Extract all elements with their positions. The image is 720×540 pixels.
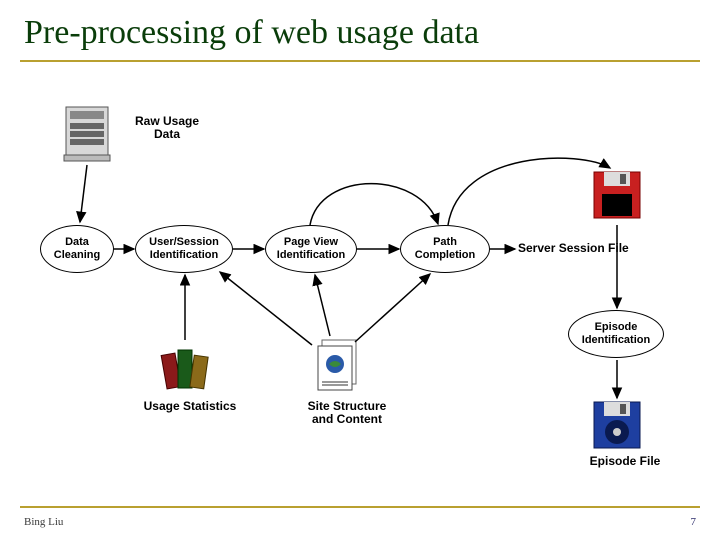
label-usage-stats: Usage Statistics xyxy=(135,400,245,413)
footer-author: Bing Liu xyxy=(24,516,63,528)
label-site-structure: Site Structureand Content xyxy=(292,400,402,426)
documents-icon xyxy=(312,338,362,394)
label-raw-usage: Raw UsageData xyxy=(122,115,212,141)
node-label: DataCleaning xyxy=(54,236,100,261)
node-label: User/SessionIdentification xyxy=(149,236,219,261)
slide: Pre-processing of web usage data xyxy=(0,0,720,540)
footer-rule xyxy=(20,506,700,508)
node-user-session: User/SessionIdentification xyxy=(135,225,233,273)
floppy-red-icon xyxy=(592,170,642,220)
node-label: PathCompletion xyxy=(415,236,476,261)
node-data-cleaning: DataCleaning xyxy=(40,225,114,273)
edge xyxy=(220,272,312,345)
node-path-completion: PathCompletion xyxy=(400,225,490,273)
diagram-canvas: DataCleaning User/SessionIdentification … xyxy=(20,70,700,490)
edge xyxy=(355,274,430,342)
server-icon xyxy=(62,105,112,163)
label-episode-file: Episode File xyxy=(575,455,675,468)
slide-title: Pre-processing of web usage data xyxy=(20,10,700,62)
node-episode-id: EpisodeIdentification xyxy=(568,310,664,358)
edge xyxy=(80,165,87,222)
node-label: Page ViewIdentification xyxy=(277,236,345,261)
edge xyxy=(315,275,330,336)
node-page-view: Page ViewIdentification xyxy=(265,225,357,273)
floppy-blue-icon xyxy=(592,400,642,450)
page-number: 7 xyxy=(691,516,697,528)
label-server-session: Server Session File xyxy=(518,242,668,255)
edge xyxy=(310,184,438,225)
books-icon xyxy=(160,342,210,392)
node-label: EpisodeIdentification xyxy=(582,321,650,346)
edge xyxy=(448,158,610,225)
